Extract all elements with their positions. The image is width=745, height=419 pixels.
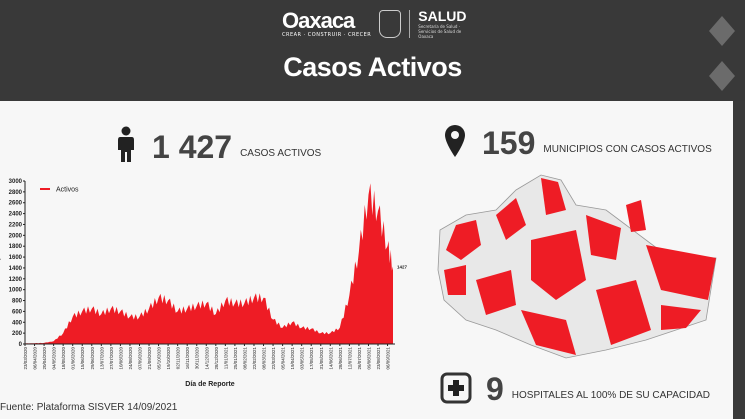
last-value-label: 1427 <box>397 264 408 269</box>
logos: Oaxaca CREAR · CONSTRUIR · CRECER SALUD … <box>282 8 474 39</box>
y-tick-label: 2000 <box>9 233 23 239</box>
y-tick-label: 1800 <box>9 244 23 250</box>
x-tick-label: 25/01/2021 <box>233 347 238 370</box>
x-tick-label: 19/04/2021 <box>290 347 295 370</box>
x-tick-label: 04/05/2020 <box>52 347 57 370</box>
y-tick-label: 3000 <box>9 179 23 185</box>
x-tick-label: 15/06/2020 <box>80 347 85 370</box>
page-title: Casos Activos <box>283 52 462 82</box>
x-tick-label: 13/07/2020 <box>99 347 104 370</box>
x-tick-label: 24/08/2020 <box>128 347 133 370</box>
x-tick-label: 22/03/2021 <box>271 347 276 370</box>
x-tick-label: 16/11/2020 <box>185 347 190 370</box>
x-tick-label: 23/03/2020 <box>23 347 28 370</box>
active-cases-stat: 1 427 CASOS ACTIVOS <box>116 126 321 163</box>
y-tick-label: 2600 <box>9 201 23 207</box>
x-tick-label: 05/04/2021 <box>281 347 286 370</box>
x-tick-label: 01/06/2020 <box>71 347 76 370</box>
x-tick-label: 14/12/2020 <box>204 347 209 370</box>
government-seal-icon <box>379 9 402 38</box>
x-tick-label: 22/02/2021 <box>252 347 257 370</box>
x-tick-label: 30/11/2020 <box>195 347 200 370</box>
x-tick-label: 17/05/2021 <box>309 347 314 370</box>
y-tick-label: 2400 <box>9 212 23 218</box>
x-tick-label: 19/10/2020 <box>166 347 171 370</box>
x-tick-label: 03/05/2021 <box>300 347 305 370</box>
y-tick-label: 200 <box>12 331 23 337</box>
y-tick-label: 0 <box>19 342 23 348</box>
y-tick-label: 1600 <box>9 255 23 261</box>
hospitals-stat: 9 HOSPITALES AL 100% DE SU CAPACIDAD <box>440 372 710 405</box>
oaxaca-logo: Oaxaca CREAR · CONSTRUIR · CRECER <box>282 7 372 38</box>
x-tick-label: 18/05/2020 <box>61 347 66 370</box>
active-cases-chart: 0 200 400 600 800 1000 1200 1400 1600 1800 2000 220… <box>0 179 408 388</box>
y-axis-title: Número de personas <box>0 229 1 299</box>
x-tick-label: 20/04/2020 <box>42 347 47 370</box>
decorative-pattern-icon <box>709 16 735 91</box>
hospital-cross-icon <box>440 372 472 404</box>
y-tick-label: 400 <box>12 320 23 326</box>
y-tick-label: 600 <box>12 309 23 315</box>
y-tick-label: 2200 <box>9 222 23 228</box>
y-tick-label: 1000 <box>9 288 23 294</box>
map-red-municipalities <box>444 178 716 355</box>
x-tick-label: 28/12/2020 <box>214 347 219 370</box>
x-tick-label: 31/05/2021 <box>319 347 324 370</box>
y-tick-label: 1200 <box>9 277 23 283</box>
series-area-activos <box>25 183 393 344</box>
x-tick-label: 09/08/2021 <box>366 347 371 370</box>
x-tick-label: 02/11/2020 <box>176 347 181 370</box>
y-tick-label: 2800 <box>9 190 23 196</box>
x-tick-label: 12/07/2021 <box>347 347 352 370</box>
salud-logo: SALUD Secretaría de Salud · Servicios de… <box>418 8 467 39</box>
municipalities-stat: 159 MUNICIPIOS CON CASOS ACTIVOS <box>444 124 712 159</box>
map-pin-icon <box>445 125 465 157</box>
x-tick-label: 27/07/2020 <box>109 347 114 370</box>
x-axis-title: Día de Reporte <box>185 381 235 388</box>
x-tick-label: 06/04/2020 <box>33 347 38 370</box>
x-tick-label: 08/03/2021 <box>262 347 267 370</box>
source-note: Fuente: Plataforma SISVER 14/09/2021 <box>0 402 178 413</box>
x-tick-label: 08/02/2021 <box>242 347 247 370</box>
x-tick-label: 10/08/2020 <box>118 347 123 370</box>
person-icon <box>118 126 134 162</box>
x-tick-label: 21/09/2020 <box>147 347 152 370</box>
y-tick-label: 1400 <box>9 266 23 272</box>
x-tick-label: 28/06/2021 <box>338 347 343 370</box>
oaxaca-municipalities-map <box>437 174 717 359</box>
x-tick-label: 26/07/2021 <box>357 347 362 370</box>
x-tick-label: 06/09/2021 <box>386 347 391 370</box>
x-tick-label: 11/01/2021 <box>223 347 228 370</box>
legend-label: Activos <box>56 187 79 194</box>
x-tick-label: 23/08/2021 <box>376 347 381 370</box>
side-strip <box>733 101 745 419</box>
divider <box>409 9 411 38</box>
x-tick-label: 07/09/2020 <box>137 347 142 370</box>
y-tick-label: 800 <box>12 299 23 305</box>
x-tick-label: 29/06/2020 <box>90 347 95 370</box>
x-tick-label: 05/10/2020 <box>157 347 162 370</box>
x-tick-label: 14/06/2021 <box>328 347 333 370</box>
header-banner: Oaxaca CREAR · CONSTRUIR · CRECER SALUD … <box>0 0 745 101</box>
